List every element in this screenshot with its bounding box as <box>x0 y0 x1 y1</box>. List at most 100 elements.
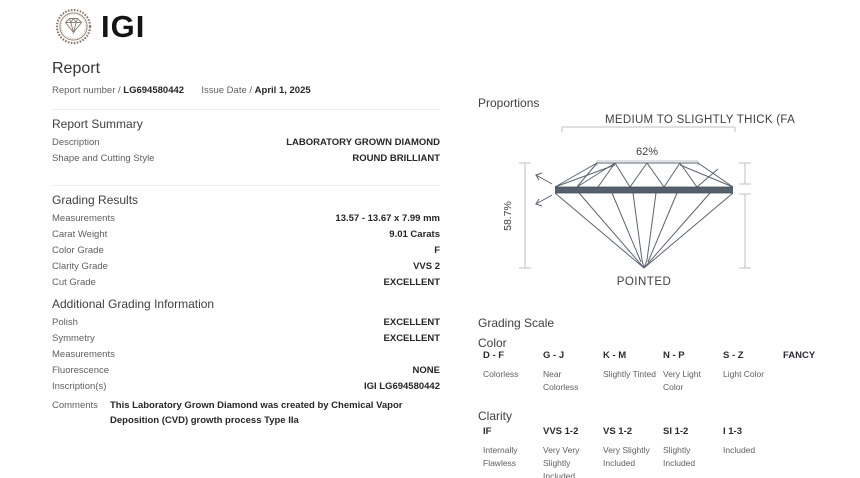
row-label: Measurements <box>52 349 115 360</box>
row-label: Clarity Grade <box>52 261 108 272</box>
grade-desc: Light Color <box>723 369 765 379</box>
grade-range: I 1-3 <box>723 426 743 437</box>
row-value: ROUND BRILLIANT <box>352 153 440 164</box>
section-title: Additional Grading Information <box>52 297 215 311</box>
igi-seal-icon <box>55 8 92 45</box>
clarity-scale-grid: IF Internally Flawless VVS 1-2 Very Very… <box>483 426 783 478</box>
grade-desc: Internally Flawless <box>483 445 518 468</box>
grade-range: IF <box>483 426 492 437</box>
culet-label: POINTED <box>617 276 672 288</box>
report-details-column: Report Report number / LG694580442 Issue… <box>52 60 440 428</box>
additional-row-measurements: Measurements <box>52 349 440 365</box>
girdle-band <box>555 187 733 193</box>
row-label: Symmetry <box>52 333 95 344</box>
grade-range: G - J <box>543 350 565 361</box>
grading-row-measurements: Measurements 13.57 - 13.67 x 7.99 mm <box>52 213 440 229</box>
row-label: Description <box>52 137 100 148</box>
report-number: LG694580442 <box>123 85 185 96</box>
pavilion-depth-bracket <box>739 193 751 269</box>
color-scale-item: D - F Colorless <box>483 350 543 394</box>
section-additional-grading: Additional Grading Information Polish EX… <box>52 293 440 428</box>
report-number-label: Report number / <box>52 85 121 96</box>
row-label: Comments <box>52 400 98 411</box>
row-label: Inscription(s) <box>52 381 107 392</box>
summary-row-shape: Shape and Cutting Style ROUND BRILLIANT <box>52 153 440 169</box>
color-scale-item: FANCY <box>783 350 843 394</box>
color-scale-item: S - Z Light Color <box>723 350 783 394</box>
comments-text: This Laboratory Grown Diamond was create… <box>110 400 403 426</box>
report-meta: Report number / LG694580442 Issue Date /… <box>52 85 440 96</box>
depth-bracket <box>519 162 531 269</box>
grade-range: SI 1-2 <box>663 426 689 437</box>
grade-range: K - M <box>603 350 627 361</box>
row-value: F <box>434 245 440 256</box>
row-label: Measurements <box>52 213 115 224</box>
girdle-bracket <box>561 126 736 132</box>
grade-range: S - Z <box>723 350 744 361</box>
summary-row-description: Description LABORATORY GROWN DIAMOND <box>52 137 440 153</box>
clarity-scale-item: SI 1-2 Slightly Included <box>663 426 723 478</box>
color-scale-grid: D - F Colorless G - J Near Colorless K -… <box>483 350 843 394</box>
additional-row-inscription: Inscription(s) IGI LG694580442 <box>52 381 440 397</box>
row-label: Polish <box>52 317 78 328</box>
grading-scale-title: Grading Scale <box>478 316 555 330</box>
grade-range: N - P <box>663 350 685 361</box>
grading-row-carat: Carat Weight 9.01 Carats <box>52 229 440 245</box>
row-value: IGI LG694580442 <box>363 381 440 392</box>
row-value: EXCELLENT <box>383 317 440 328</box>
row-value: 9.01 Carats <box>389 229 440 240</box>
section-grading-results: Grading Results Measurements 13.57 - 13.… <box>52 185 440 293</box>
color-scale-title: Color <box>478 336 507 350</box>
diamond-profile-diagram: MEDIUM TO SLIGHTLY THICK (FA 62% 58.7% <box>502 114 795 288</box>
row-label: Carat Weight <box>52 229 108 240</box>
row-value: NONE <box>412 365 440 376</box>
row-value: VVS 2 <box>413 261 440 272</box>
grade-desc: Very Very Slightly Included <box>543 445 580 478</box>
additional-row-polish: Polish EXCELLENT <box>52 317 440 333</box>
grade-desc: Very Slightly Included <box>603 445 650 468</box>
row-label: Cut Grade <box>52 277 96 288</box>
logo-wordmark: IGI <box>101 9 146 44</box>
grade-desc: Very Light Color <box>663 369 701 392</box>
proportions-column: Proportions MEDIUM TO SLIGHTLY THICK (FA… <box>478 96 850 478</box>
grade-desc: Included <box>723 445 756 455</box>
additional-row-comments: Comments This Laboratory Grown Diamond w… <box>52 399 440 428</box>
grade-desc: Colorless <box>483 369 519 379</box>
grade-range: D - F <box>483 350 505 361</box>
section-title: Grading Results <box>52 193 139 207</box>
clarity-scale-item: I 1-3 Included <box>723 426 783 478</box>
section-report-summary: Report Summary Description LABORATORY GR… <box>52 109 440 169</box>
additional-row-fluorescence: Fluorescence NONE <box>52 365 440 381</box>
table-percent-label: 62% <box>636 146 658 158</box>
row-value: EXCELLENT <box>383 277 440 288</box>
grade-desc: Near Colorless <box>543 369 579 392</box>
color-scale-item: G - J Near Colorless <box>543 350 603 394</box>
grade-range: VVS 1-2 <box>543 426 579 437</box>
row-label: Shape and Cutting Style <box>52 153 155 164</box>
row-value: LABORATORY GROWN DIAMOND <box>286 137 440 148</box>
additional-row-symmetry: Symmetry EXCELLENT <box>52 333 440 349</box>
section-title: Report Summary <box>52 117 143 131</box>
row-label: Fluorescence <box>52 365 110 376</box>
row-value: EXCELLENT <box>383 333 440 344</box>
row-label: Color Grade <box>52 245 104 256</box>
grading-row-color: Color Grade F <box>52 245 440 261</box>
grading-row-cut: Cut Grade EXCELLENT <box>52 277 440 293</box>
page-title: Report <box>52 60 101 77</box>
color-scale-item: K - M Slightly Tinted <box>603 350 663 394</box>
crown-height-bracket <box>739 162 751 185</box>
issue-date-label: Issue Date / <box>201 85 253 96</box>
color-scale-item: N - P Very Light Color <box>663 350 723 394</box>
clarity-scale-item: VVS 1-2 Very Very Slightly Included <box>543 426 603 478</box>
issue-date: April 1, 2025 <box>254 85 311 96</box>
girdle-thickness-label: MEDIUM TO SLIGHTLY THICK (FA <box>605 114 795 126</box>
proportions-title: Proportions <box>478 96 540 110</box>
depth-percent-label: 58.7% <box>502 201 514 231</box>
diamond-outline <box>534 162 734 269</box>
clarity-scale-item: VS 1-2 Very Slightly Included <box>603 426 663 478</box>
clarity-scale-item: IF Internally Flawless <box>483 426 543 478</box>
grade-range: VS 1-2 <box>603 426 633 437</box>
grade-range: FANCY <box>783 350 816 361</box>
igi-logo: IGI <box>55 8 145 45</box>
